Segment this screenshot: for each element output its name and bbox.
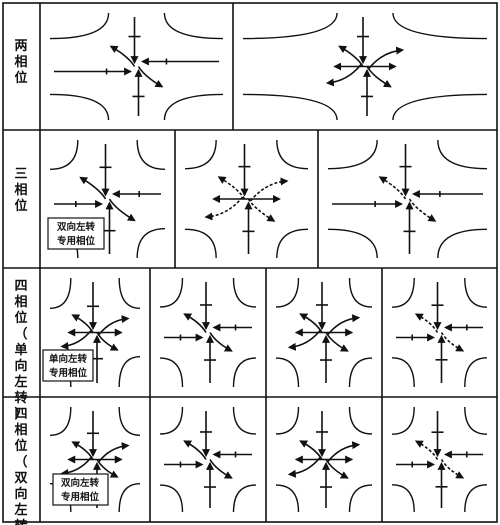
intersection-cell-1 [49, 12, 224, 121]
intersection-cells [49, 12, 488, 513]
intersection-cell-4 [184, 139, 309, 259]
intersection-cell-8 [275, 277, 373, 388]
note-row2-line2: 专用相位 [57, 235, 96, 247]
note-row4-line2: 专用相位 [61, 491, 100, 503]
intersection-cell-13 [391, 406, 488, 513]
intersection-cell-11 [159, 406, 257, 513]
note-box-row4: 双向左转 专用相位 [52, 473, 109, 506]
note-row3-line1: 单向左转 [49, 353, 88, 365]
row-labels: 两相位 三相位 四相位（单向左转） 四相位（双向左转） [14, 39, 27, 525]
intersection-cell-9 [391, 277, 488, 388]
intersection-cell-5 [327, 139, 488, 259]
intersection-cell-6 [49, 277, 141, 388]
intersection-cell-7 [159, 277, 257, 388]
row-label-1: 两相位 [14, 39, 27, 86]
note-row2-line1: 双向左转 [56, 221, 96, 233]
note-box-row3: 单向左转 专用相位 [42, 349, 94, 382]
row-label-2: 三相位 [14, 167, 27, 214]
note-row4-line1: 双向左转 [60, 477, 100, 489]
note-box-row2: 双向左转 专用相位 [47, 217, 105, 250]
row-label-3: 四相位（单向左转） [14, 279, 27, 422]
intersection-cell-12 [275, 406, 373, 513]
intersection-cell-2 [242, 12, 488, 121]
note-row3-line2: 专用相位 [49, 367, 88, 379]
row-label-4: 四相位（双向左转） [14, 407, 27, 525]
